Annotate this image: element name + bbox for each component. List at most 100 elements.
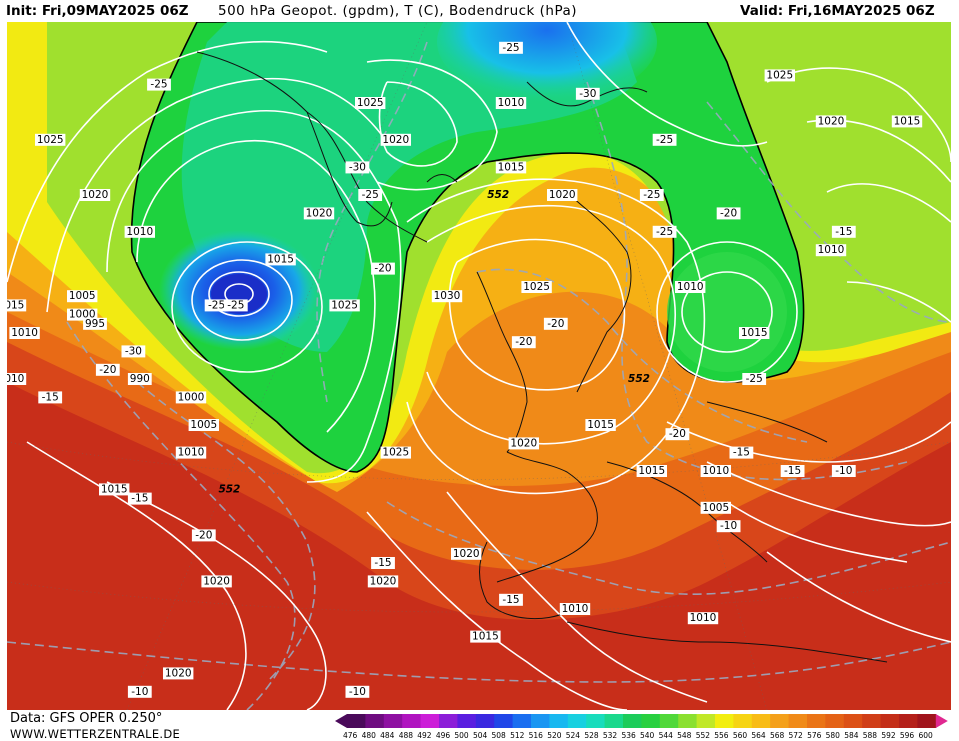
init-time: Init: Fri,09MAY2025 06Z — [6, 3, 189, 19]
scale-label: 548 — [677, 731, 692, 740]
scale-swatch — [917, 714, 937, 728]
scale-swatch — [641, 714, 661, 728]
svg-text:990: 990 — [130, 373, 150, 385]
temperature-label: -25 — [652, 133, 677, 146]
scale-swatch — [475, 714, 495, 728]
scale-label: 584 — [844, 731, 859, 740]
scale-swatch — [862, 714, 882, 728]
temperature-label: -20 — [191, 529, 216, 542]
isobar-label: 1005 — [67, 290, 98, 303]
svg-text:-15: -15 — [42, 391, 59, 403]
isobar-label: 1015 — [636, 465, 667, 477]
temperature-label: -20 — [511, 336, 536, 349]
scale-swatch — [365, 714, 385, 728]
scale-label: 544 — [658, 731, 673, 740]
temperature-label: -10 — [127, 685, 152, 698]
svg-text:-30: -30 — [349, 161, 366, 173]
svg-text:-10: -10 — [131, 686, 148, 698]
svg-text:1020: 1020 — [818, 115, 845, 127]
isobar-label: 1010 — [687, 612, 719, 625]
scale-label: 484 — [380, 731, 395, 740]
temperature-label: -25 — [742, 373, 767, 385]
scale-swatch — [623, 714, 642, 728]
scale-swatch — [880, 714, 900, 728]
svg-text:1015: 1015 — [498, 161, 525, 173]
svg-text:1015: 1015 — [587, 419, 614, 431]
svg-text:-15: -15 — [502, 594, 519, 606]
color-scale: 476 480 484 488 492 496 500 504 508 512 516 520 524 5… — [335, 712, 957, 740]
temperature-label: -15 — [831, 225, 856, 238]
scale-swatch — [531, 714, 550, 728]
temperature-label: -15 — [127, 492, 152, 505]
isobar-label: 990 — [127, 373, 152, 385]
temperature-label: -30 — [575, 87, 600, 100]
isobar-label: 1010 — [124, 225, 155, 238]
scale-swatch — [439, 714, 458, 728]
scale-swatch — [494, 714, 514, 728]
scale-label: 476 — [343, 731, 358, 740]
scale-label: 560 — [732, 731, 748, 740]
svg-text:-10: -10 — [720, 520, 737, 532]
svg-text:1010: 1010 — [562, 603, 589, 615]
scale-swatch — [383, 714, 403, 728]
scale-label: 564 — [751, 731, 766, 740]
scale-swatch — [807, 714, 826, 728]
isobar-label: 995 — [83, 317, 107, 330]
scale-swatch — [751, 714, 771, 728]
svg-text:-10: -10 — [349, 686, 366, 698]
svg-text:1020: 1020 — [453, 548, 480, 560]
svg-text:1030: 1030 — [434, 290, 461, 302]
scale-label: 568 — [769, 731, 785, 740]
isobar-label: 1015 — [739, 327, 770, 339]
svg-text:1010: 1010 — [498, 97, 525, 109]
scale-label: 516 — [528, 731, 543, 740]
isobar-label: 1025 — [380, 446, 411, 459]
svg-text:1015: 1015 — [741, 327, 768, 339]
isobar-label: 1020 — [815, 115, 847, 128]
svg-text:-15: -15 — [835, 226, 852, 238]
scale-label: 480 — [361, 731, 376, 740]
height-label: 552 — [628, 373, 650, 385]
temperature-label: -20 — [95, 363, 120, 376]
scale-swatch — [586, 714, 606, 728]
scale-label: 540 — [640, 731, 655, 740]
isobar-label: 1020 — [508, 437, 539, 450]
svg-text:1010: 1010 — [690, 612, 717, 624]
website: WWW.WETTERZENTRALE.DE — [10, 727, 181, 741]
isobar-label: 1000 — [175, 391, 207, 404]
svg-text:1025: 1025 — [37, 134, 64, 146]
isobar-label: 1005 — [188, 419, 219, 431]
svg-text:-20: -20 — [669, 428, 686, 440]
svg-text:1010: 1010 — [178, 447, 205, 459]
isobar-label: 1015 — [99, 483, 130, 496]
temperature-label: -25 — [652, 225, 677, 238]
svg-text:1020: 1020 — [510, 437, 537, 449]
scale-label: 524 — [565, 731, 581, 740]
scale-swatch — [770, 714, 790, 728]
isobar-label: 1025 — [764, 69, 795, 82]
isobar-label: 1015 — [7, 299, 27, 312]
svg-text:1015: 1015 — [472, 631, 499, 643]
svg-text:1015: 1015 — [894, 115, 921, 127]
valid-time: Valid: Fri,16MAY2025 06Z — [740, 3, 935, 19]
weather-map[interactable]: 1025 1020 1010 1015 1010 1010 1005 1000 995 990 10… — [7, 22, 951, 710]
svg-text:1010: 1010 — [11, 327, 38, 339]
isobar-label: 1020 — [367, 575, 399, 588]
color-scale-labels: 476 480 484 488 492 496 500 504 508 512 516 520 524 5… — [343, 731, 937, 740]
temperature-label: -20 — [665, 428, 690, 441]
scale-label: 512 — [510, 731, 525, 740]
scale-label: 552 — [695, 731, 711, 740]
east-trough-light — [667, 252, 787, 372]
svg-text:-25: -25 — [502, 42, 519, 54]
scale-swatch — [899, 714, 918, 728]
svg-text:995: 995 — [85, 318, 105, 330]
chart-header: Init: Fri,09MAY2025 06Z 500 hPa Geopot. … — [0, 0, 959, 22]
svg-text:1015: 1015 — [267, 253, 294, 265]
isobar-label: 1015 — [585, 419, 616, 431]
isobar-label: 1025 — [329, 299, 360, 312]
isobar-label: 1020 — [451, 547, 482, 560]
isobar-label: 1025 — [35, 133, 66, 146]
svg-text:1015: 1015 — [638, 465, 665, 477]
svg-text:1025: 1025 — [382, 447, 409, 459]
data-source: Data: GFS OPER 0.250° — [10, 711, 163, 726]
